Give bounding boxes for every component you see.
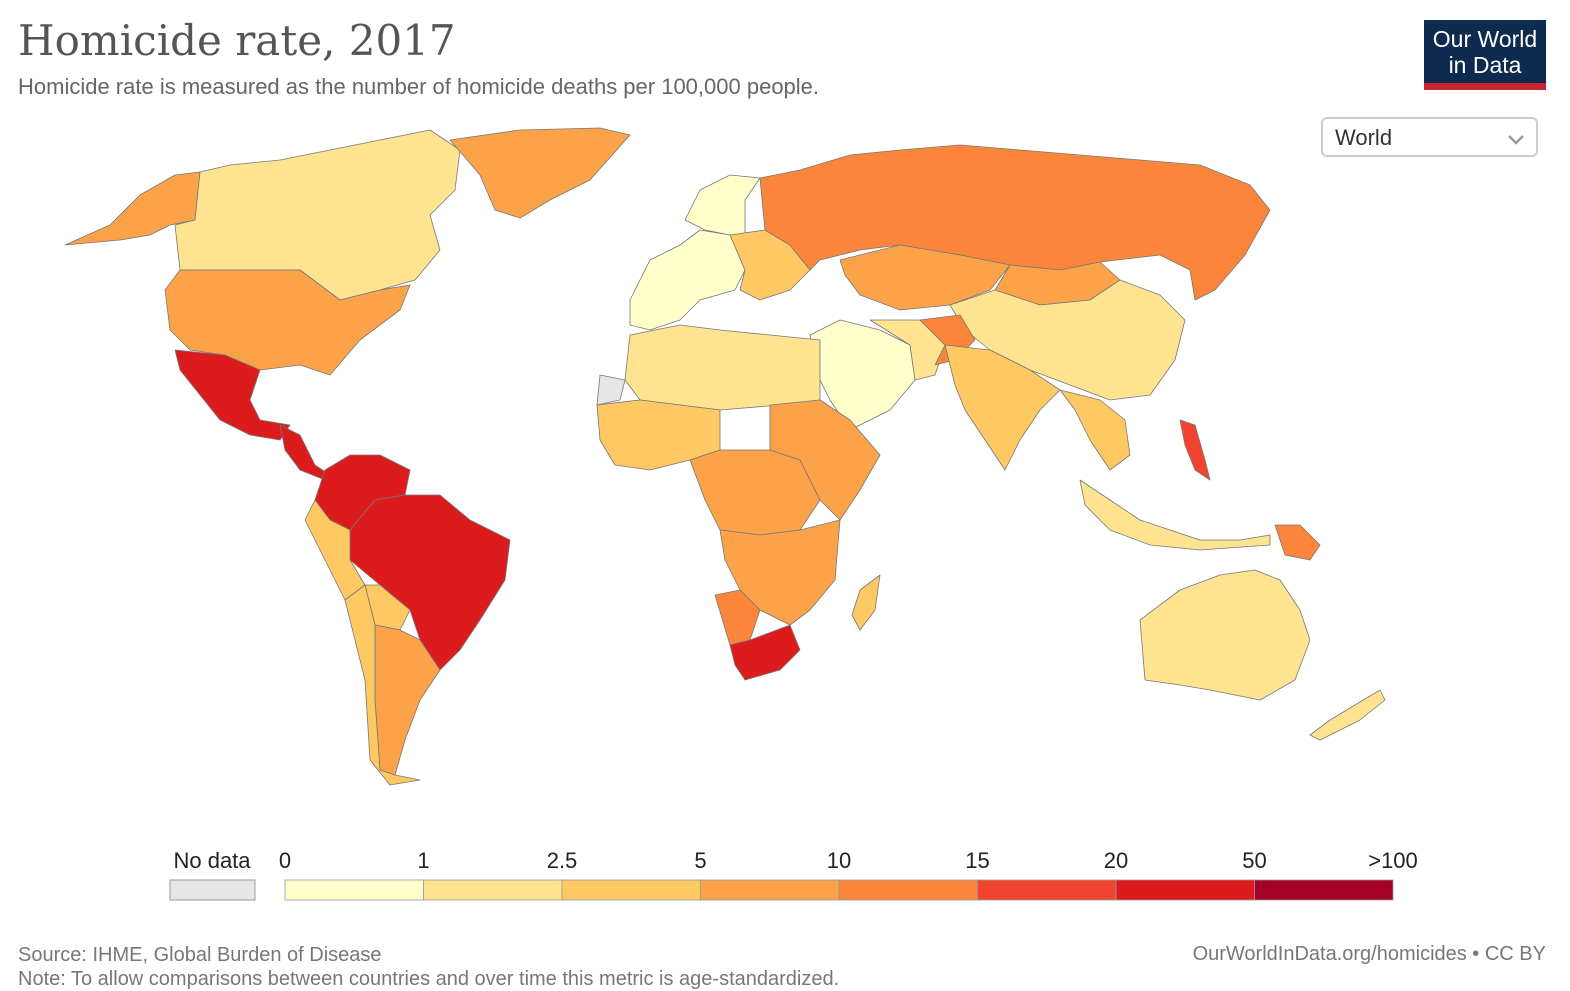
legend-bin-3 <box>700 879 840 901</box>
region-dropdown-value: World <box>1335 125 1393 150</box>
chart-title: Homicide rate, 2017 <box>18 16 456 65</box>
country-kazakhstan[interactable] <box>839 244 1011 311</box>
legend-tick-label: 15 <box>965 848 990 873</box>
country-new-zealand[interactable] <box>1309 689 1386 741</box>
footer-link[interactable]: OurWorldInData.org/homicides • CC BY <box>1192 943 1546 965</box>
footer-source: Source: IHME, Global Burden of Disease N… <box>18 943 839 991</box>
country-east-africa[interactable] <box>769 399 881 521</box>
chart-subtitle: Homicide rate is measured as the number … <box>18 74 820 99</box>
legend-tick-label: 10 <box>826 848 852 873</box>
legend-tick-label: 1 <box>417 848 430 873</box>
country-western-europe[interactable] <box>629 229 746 331</box>
country-canada[interactable] <box>174 129 461 301</box>
note-text: Note: To allow comparisons between count… <box>18 968 840 990</box>
source-text: Source: IHME, Global Burden of Disease <box>18 944 382 966</box>
legend-no-data-label: No data <box>173 848 251 873</box>
world-map[interactable] <box>0 110 1570 810</box>
country-papua-new-guinea[interactable] <box>1274 524 1321 561</box>
country-united-states[interactable] <box>164 269 411 376</box>
chevron-down-icon <box>1508 135 1524 145</box>
country-north-africa[interactable] <box>624 324 821 411</box>
region-dropdown[interactable]: World <box>1321 117 1538 157</box>
legend-bin-5 <box>977 879 1117 901</box>
country-indonesia[interactable] <box>1079 479 1271 551</box>
country-southeast-asia[interactable] <box>1059 389 1131 471</box>
legend-tick-label: 5 <box>694 848 707 873</box>
logo-line-2: in Data <box>1448 52 1522 78</box>
legend-tick-label: >100 <box>1368 848 1418 873</box>
country-western-sahara[interactable] <box>596 374 626 406</box>
country-southern-africa[interactable] <box>719 519 841 626</box>
legend-tick-label: 0 <box>278 848 292 873</box>
legend-bin-7 <box>1254 879 1394 901</box>
legend-no-data-swatch <box>169 879 256 901</box>
country-madagascar[interactable] <box>851 574 881 631</box>
country-philippines[interactable] <box>1179 419 1211 481</box>
legend-bin-6 <box>1115 879 1255 901</box>
logo-line-1: Our World <box>1432 26 1538 52</box>
legend-bin-1 <box>423 879 563 901</box>
legend <box>169 879 1394 901</box>
country-russia[interactable] <box>759 144 1271 301</box>
country-central-africa[interactable] <box>689 449 821 536</box>
country-central-america[interactable] <box>279 424 331 481</box>
country-scandinavia[interactable] <box>684 174 761 236</box>
legend-tick-label: 50 <box>1242 848 1267 873</box>
country-south-africa[interactable] <box>729 624 801 681</box>
legend-bin-2 <box>561 879 701 901</box>
country-namibia[interactable] <box>714 589 761 646</box>
owid-logo[interactable]: Our World in Data <box>1424 20 1546 90</box>
legend-tick-label: 20 <box>1103 848 1129 873</box>
legend-bin-4 <box>838 879 978 901</box>
legend-bin-0 <box>284 879 424 901</box>
country-greenland[interactable] <box>449 127 631 219</box>
country-chile[interactable] <box>344 584 421 786</box>
legend-tick-label: 2.5 <box>546 848 578 873</box>
country-middle-east[interactable] <box>809 319 916 431</box>
country-india[interactable] <box>944 344 1061 471</box>
country-australia[interactable] <box>1139 569 1311 701</box>
